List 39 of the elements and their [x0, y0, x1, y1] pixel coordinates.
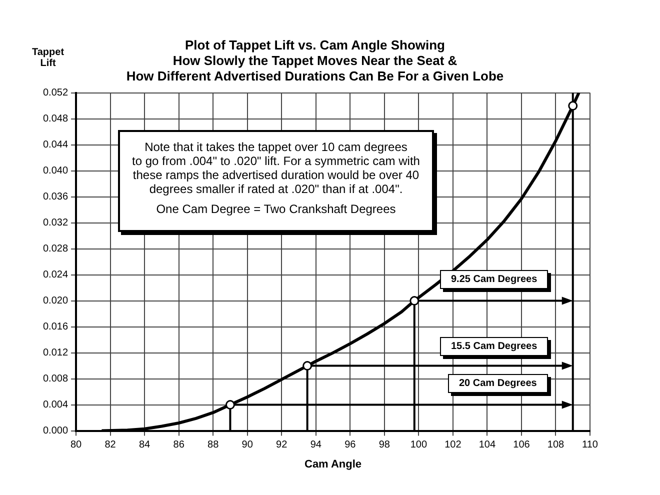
x-tick-label: 100 — [410, 440, 428, 451]
x-axis-title: Cam Angle — [304, 458, 362, 470]
x-tick-label: 94 — [310, 440, 322, 451]
y-tick-label: 0.032 — [42, 218, 68, 229]
annotation: 9.25 Cam Degrees — [440, 270, 548, 289]
annotation: 20 Cam Degrees — [448, 374, 548, 393]
x-tick-label: 92 — [276, 440, 288, 451]
x-tick-label: 88 — [208, 440, 220, 451]
annotation: Note that it takes the tappet over 10 cam degrees to go from .004" to .020" lift. For a symmetric cam with these ramps the advertised duration would be over 40 degrees smaller if rated at .020" than if at .004". — [131, 140, 421, 196]
y-tick-label: 0.028 — [42, 244, 68, 255]
y-tick-label: 0.004 — [42, 400, 68, 411]
x-tick-label: 82 — [104, 440, 116, 451]
y-tick-label: 0.016 — [42, 322, 68, 333]
x-tick-label: 110 — [582, 440, 598, 451]
x-tick-label: 90 — [242, 440, 254, 451]
x-tick-label: 86 — [173, 440, 185, 451]
x-tick-label: 84 — [138, 440, 151, 451]
y-tick-label: 0.044 — [42, 140, 68, 151]
x-tick-label: 104 — [478, 440, 496, 451]
chart-title: Plot of Tappet Lift vs. Cam Angle Showing — [185, 37, 446, 52]
annotation: One Cam Degree = Two Crankshaft Degrees — [155, 202, 397, 216]
y-tick-label: 0.000 — [42, 426, 68, 437]
chart-subtitle: How Slowly the Tappet Moves Near the Seat & How Different Advertised Durations Can Be For a Given Lobe — [126, 52, 504, 84]
y-tick-label: 0.052 — [42, 88, 68, 99]
y-axis-title: Tappet Lift — [32, 46, 65, 69]
x-tick-label: 96 — [344, 440, 356, 451]
y-tick-label: 0.012 — [42, 348, 68, 359]
y-tick-label: 0.008 — [42, 374, 68, 385]
x-tick-label: 80 — [70, 440, 82, 451]
x-tick-label: 108 — [547, 440, 565, 451]
x-tick-label: 98 — [378, 440, 390, 451]
y-tick-label: 0.036 — [42, 192, 68, 203]
x-tick-label: 106 — [513, 440, 530, 451]
y-tick-label: 0.040 — [42, 166, 68, 177]
annotation: 15.5 Cam Degrees — [440, 337, 548, 356]
y-tick-label: 0.048 — [42, 114, 68, 125]
y-tick-label: 0.024 — [42, 270, 68, 281]
x-tick-label: 102 — [444, 440, 462, 451]
y-tick-label: 0.020 — [42, 296, 68, 307]
